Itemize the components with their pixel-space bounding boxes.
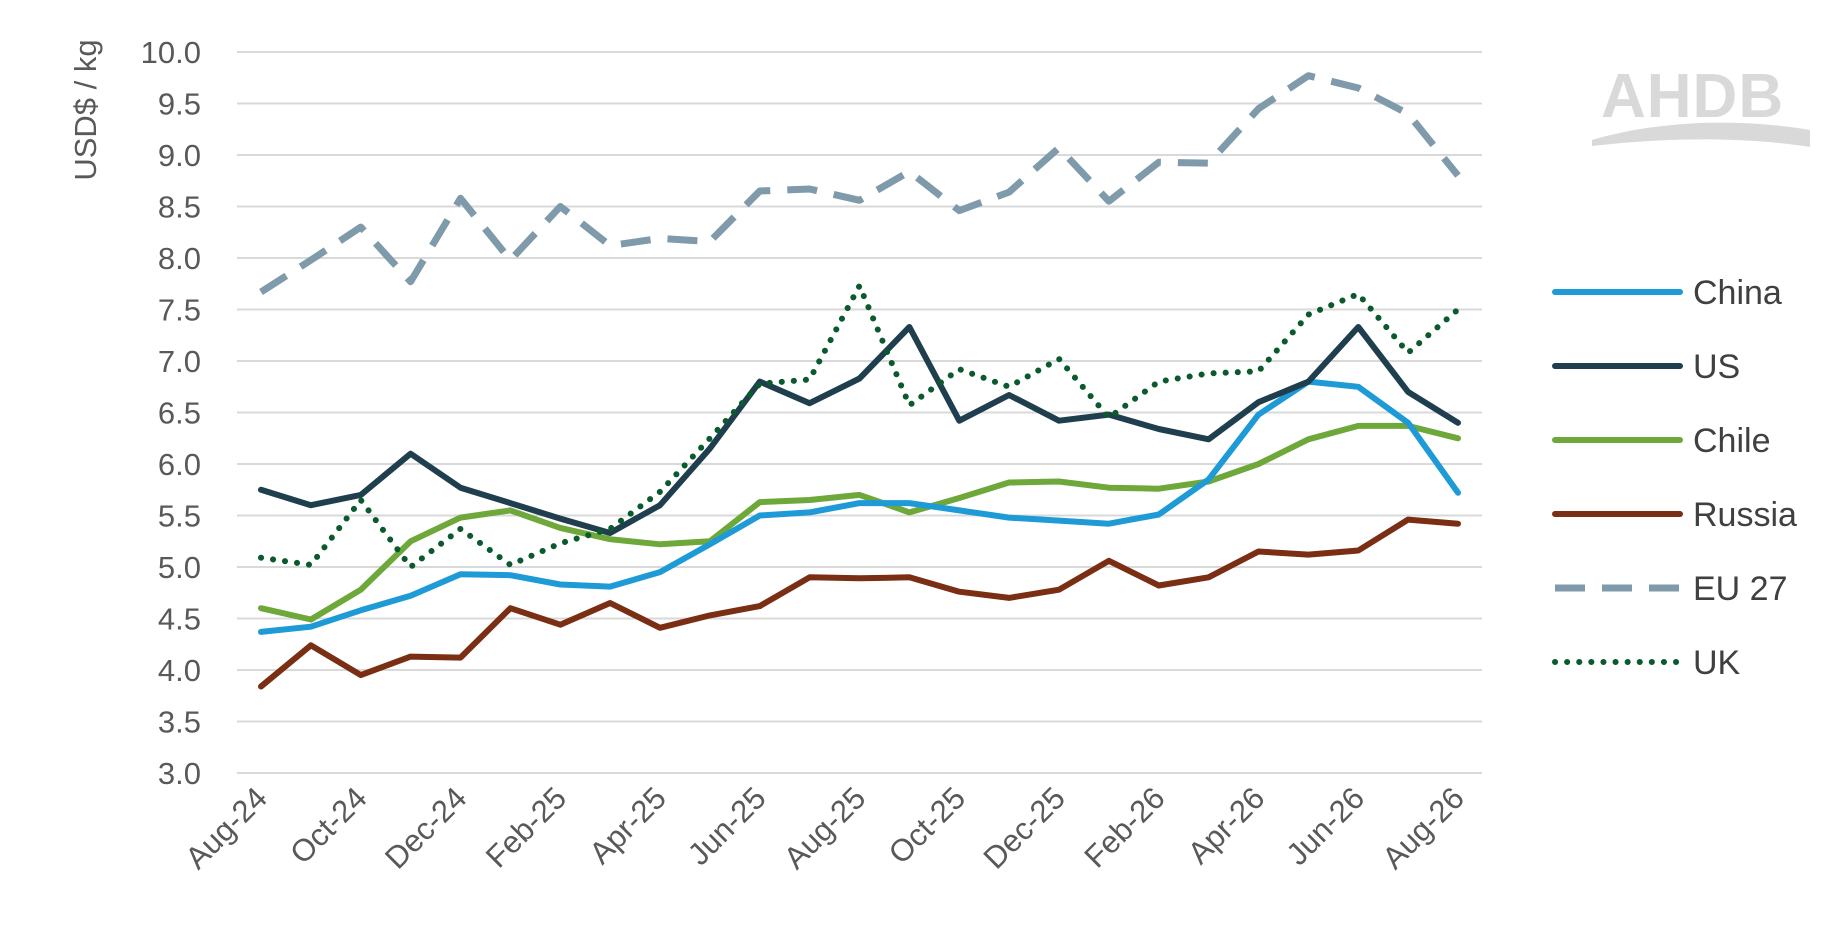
legend-label-us: US	[1693, 348, 1740, 386]
x-tick-label: Feb-26	[1077, 780, 1171, 874]
x-tick-label: Oct-25	[882, 780, 973, 871]
y-tick-label: 3.5	[158, 705, 201, 740]
y-tick-label: 7.5	[158, 293, 201, 328]
x-tick-label: Oct-24	[283, 780, 374, 871]
logo-text: AHDB	[1601, 62, 1784, 131]
y-tick-label: 6.5	[158, 396, 201, 431]
x-tick-label: Aug-25	[777, 780, 872, 875]
x-tick-label: Aug-24	[179, 780, 274, 875]
x-tick-label: Jun-25	[681, 780, 773, 872]
y-tick-label: 5.5	[158, 499, 201, 534]
x-tick-label: Dec-24	[378, 780, 473, 875]
series-line-russia	[258, 516, 1461, 690]
y-tick-label: 8.5	[158, 190, 201, 225]
series-line-us	[258, 324, 1461, 536]
legend-label-china: China	[1693, 274, 1782, 312]
x-tick-label: Jun-26	[1279, 780, 1371, 872]
legend-label-russia: Russia	[1693, 496, 1797, 534]
logo-swoosh-icon	[1592, 122, 1810, 147]
ahdb-logo: AHDB	[1592, 62, 1810, 147]
legend-label-uk: UK	[1693, 644, 1741, 682]
series-line-uk	[258, 282, 1461, 570]
y-tick-label: 3.0	[158, 756, 201, 791]
y-tick-label: 6.0	[158, 447, 201, 482]
x-axis-ticks: Aug-24 Oct-24 Dec-24 Feb-25 Apr-25 Jun-25 Aug-…	[179, 780, 1471, 875]
y-tick-label: 9.0	[158, 138, 201, 173]
y-tick-label: 4.5	[158, 602, 201, 637]
x-tick-label: Aug-26	[1376, 780, 1471, 875]
y-axis-label: USD$ / kg	[68, 39, 103, 180]
y-tick-label: 10.0	[141, 35, 201, 70]
y-tick-label: 9.5	[158, 87, 201, 122]
x-tick-label: Feb-25	[479, 780, 573, 874]
legend-label-eu-27: EU 27	[1693, 570, 1788, 608]
x-tick-label: Apr-26	[1181, 780, 1272, 871]
x-tick-label: Dec-25	[977, 780, 1072, 875]
y-tick-label: 4.0	[158, 653, 201, 688]
x-tick-label: Apr-25	[582, 780, 673, 871]
y-axis-ticks: 3.0 3.5 4.0 4.5 5.0 5.5 6.0 6.5 7.0 7.5 8.0 8.5 9.0 9…	[141, 35, 201, 791]
legend-label-chile: Chile	[1693, 422, 1770, 460]
series-line-eu-27	[259, 72, 1461, 295]
y-tick-label: 7.0	[158, 344, 201, 379]
y-tick-label: 5.0	[158, 550, 201, 585]
gridlines	[237, 51, 1482, 774]
legend: China US Chile Russia EU 27 UK	[1552, 274, 1797, 682]
series-lines	[258, 72, 1461, 690]
series-line-chile	[258, 422, 1461, 623]
series-line-china	[258, 378, 1461, 635]
y-tick-label: 8.0	[158, 241, 201, 276]
